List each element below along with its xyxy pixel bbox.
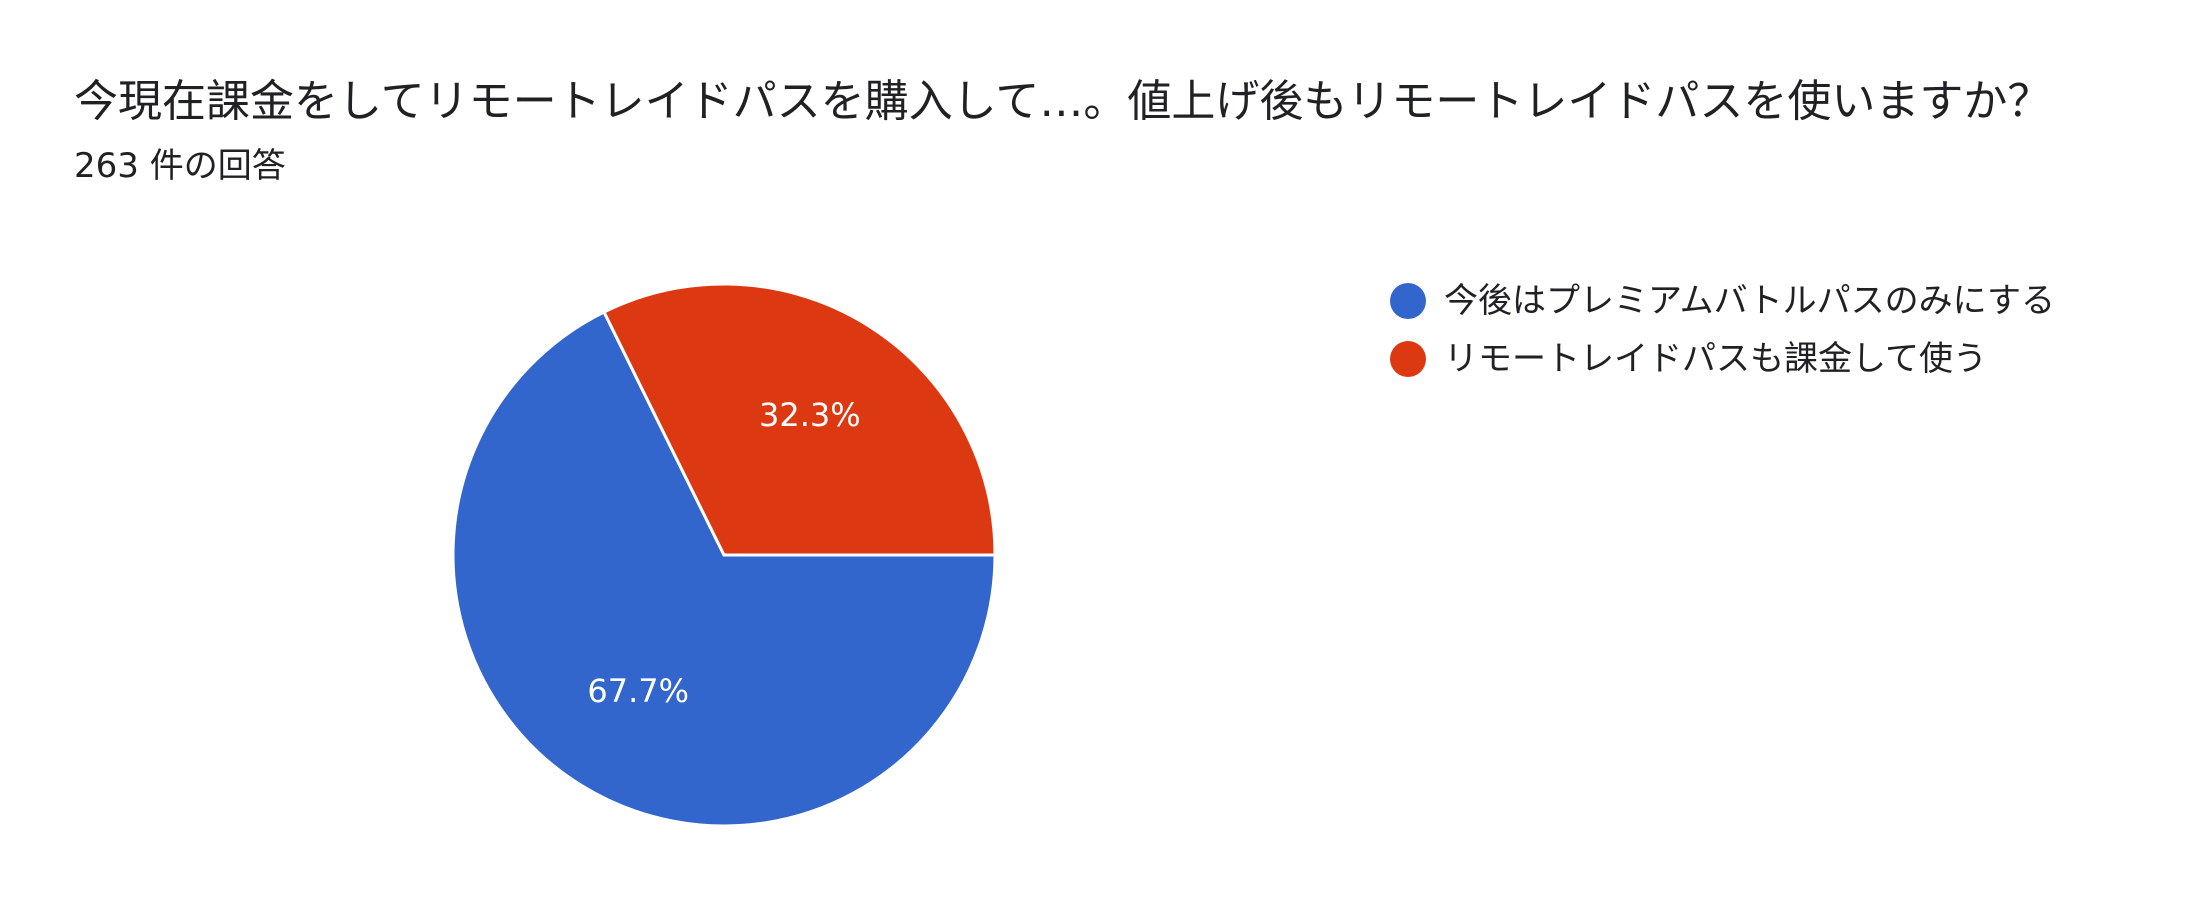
legend-swatch-remote-raid-pass: [1390, 341, 1426, 377]
slice-premium-battle-pass[interactable]: [451, 309, 997, 828]
legend-item-premium-battle-pass[interactable]: 今後はプレミアムバトルパスのみにする: [1390, 272, 2055, 330]
slice-remote-raid-pass[interactable]: [602, 282, 997, 557]
legend-label-remote-raid-pass: リモートレイドパスも課金して使う: [1444, 339, 1987, 379]
chart-legend: 今後はプレミアムバトルパスのみにする リモートレイドパスも課金して使う: [1390, 272, 2055, 388]
chart-title: 今現在課金をしてリモートレイドパスを購入して…。値上げ後もリモートレイドパスを使…: [74, 76, 2052, 127]
legend-swatch-premium-battle-pass: [1390, 283, 1426, 319]
legend-label-premium-battle-pass: 今後はプレミアムバトルパスのみにする: [1444, 281, 2055, 321]
slice-label-premium-battle-pass: 67.7%: [587, 672, 689, 710]
slice-label-remote-raid-pass: 32.3%: [759, 396, 861, 434]
legend-item-remote-raid-pass[interactable]: リモートレイドパスも課金して使う: [1390, 330, 2055, 388]
response-count: 263 件の回答: [74, 146, 286, 186]
